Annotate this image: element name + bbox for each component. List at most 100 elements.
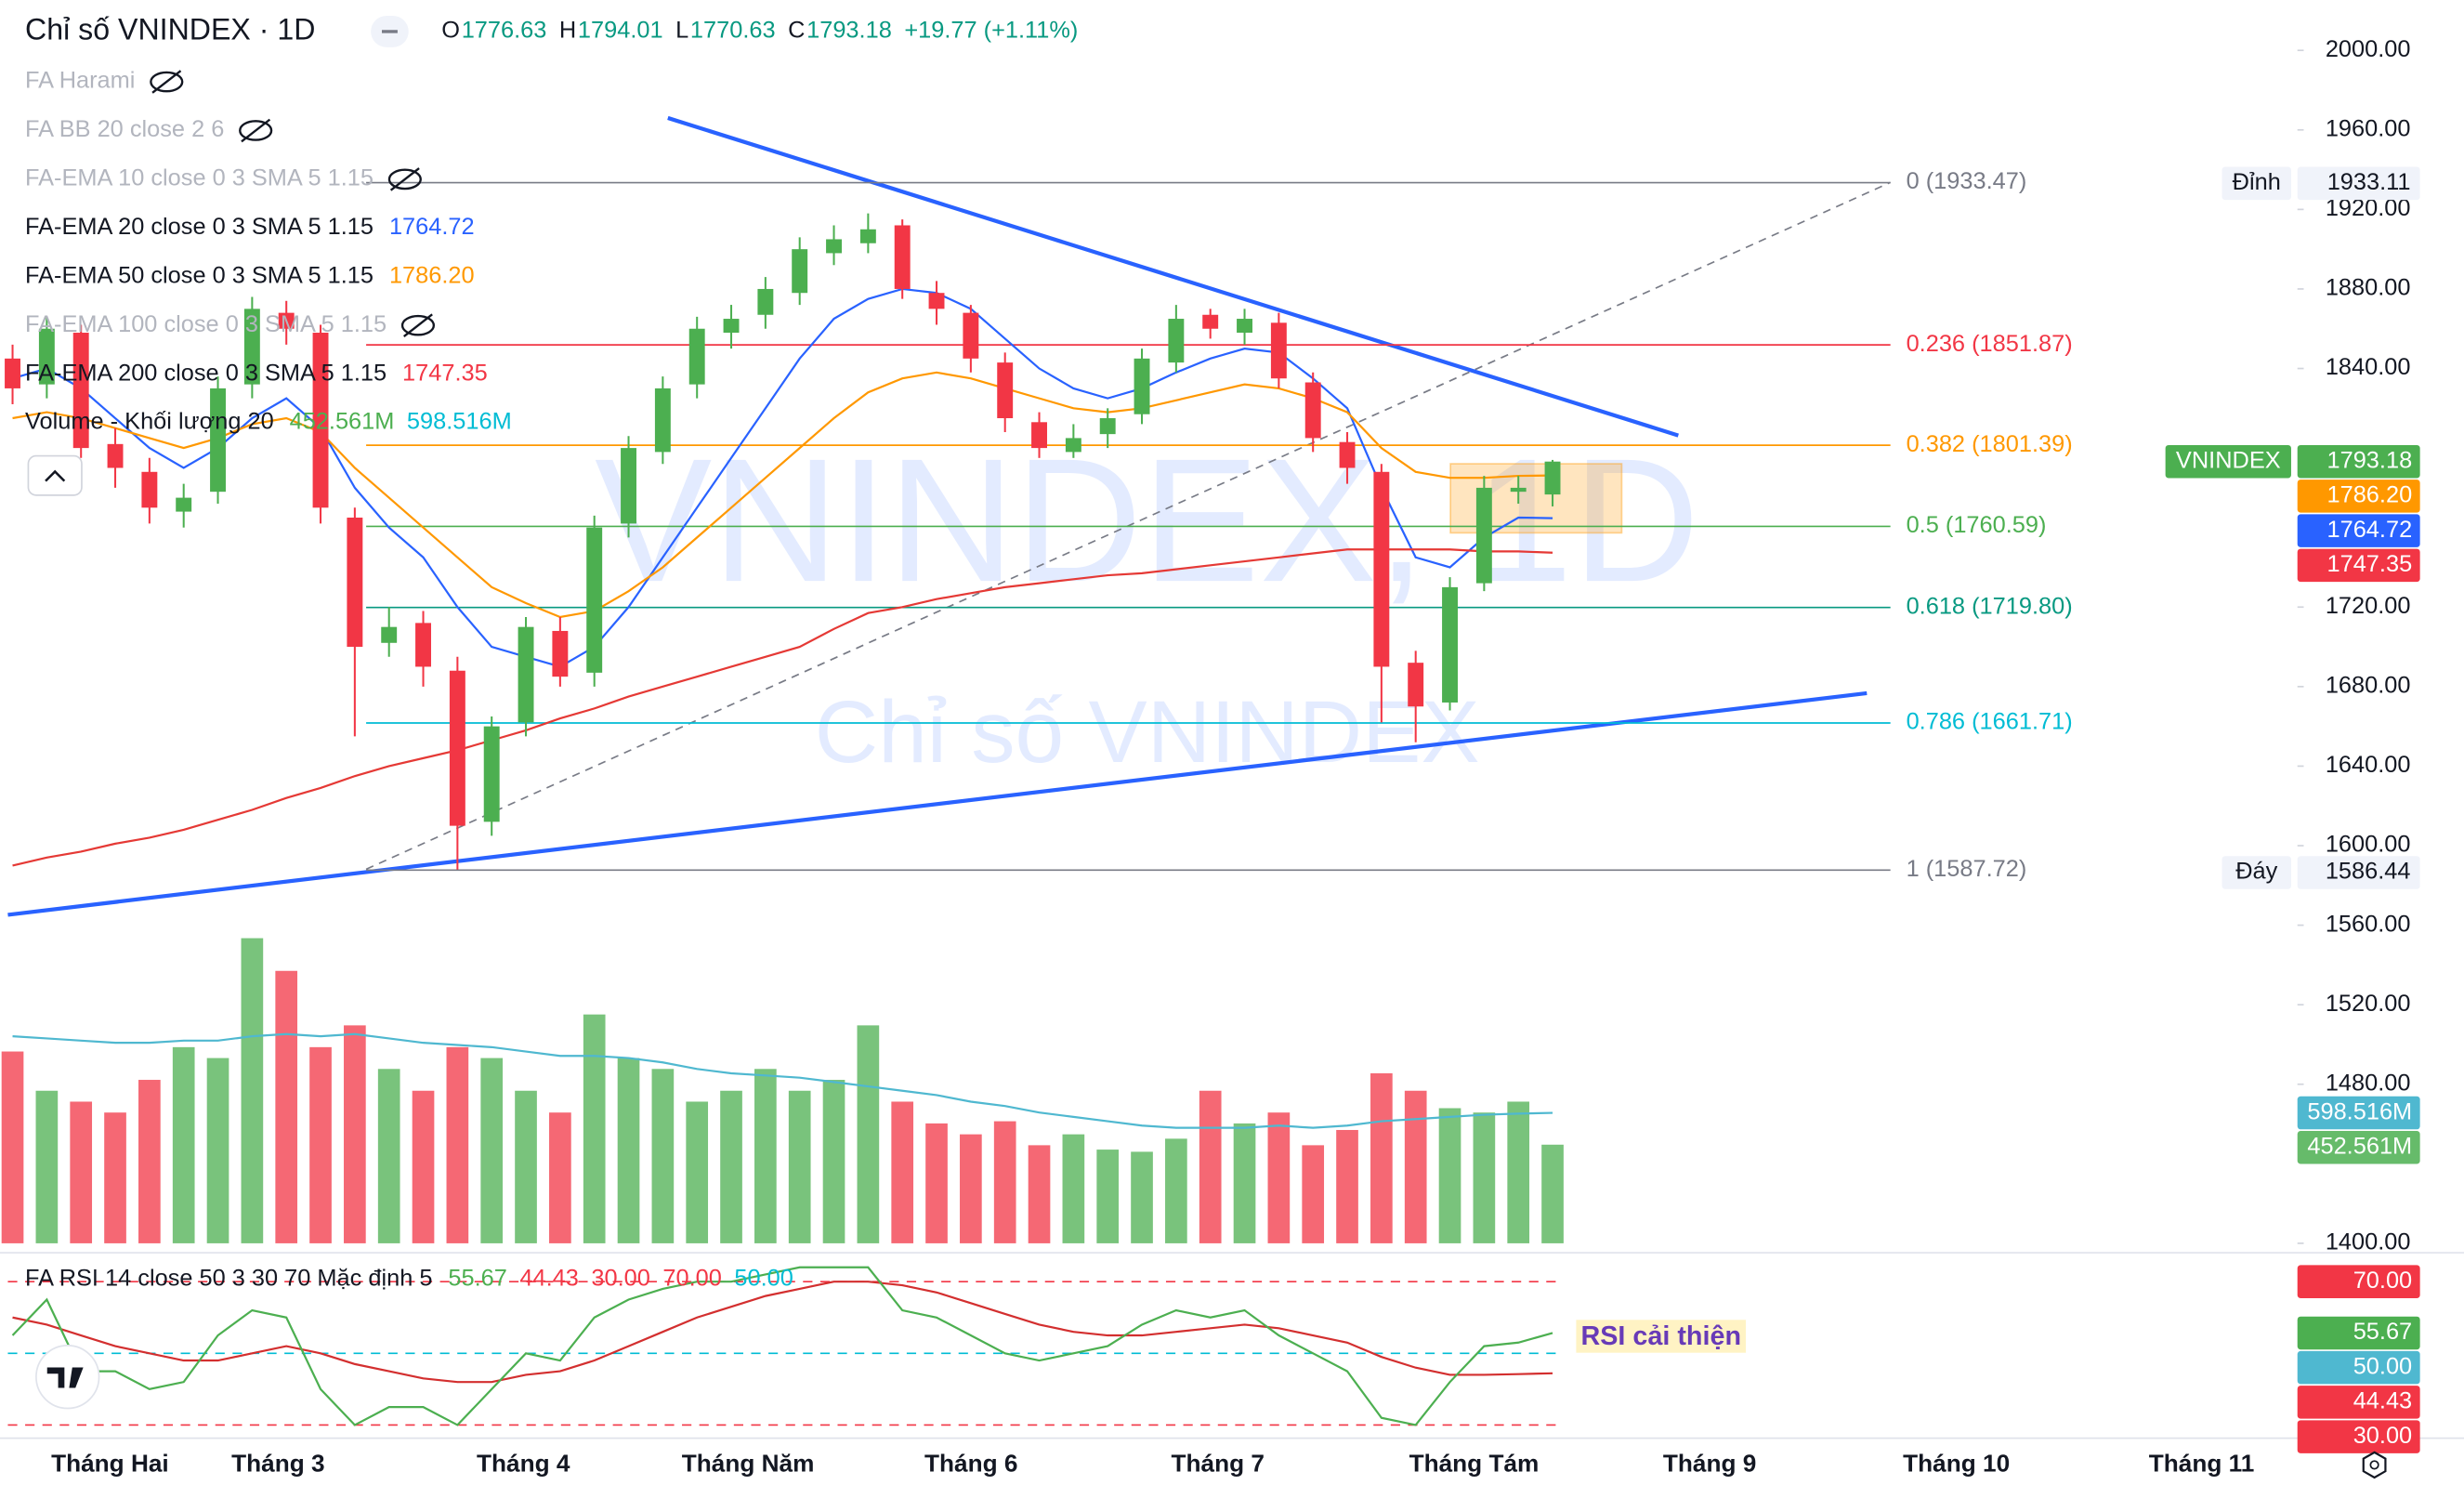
x-tick-label: Tháng 7 [1172,1449,1265,1477]
tv-logo-mark [46,1367,84,1388]
volume-bar [822,1080,845,1243]
candle-body [483,726,500,822]
settings-icon[interactable] [2362,1451,2387,1479]
eye-slash [403,313,433,337]
price-badge-label: 1786.20 [2327,482,2413,508]
volume-bar [104,1112,126,1243]
fib-label: 0.382 (1801.39) [1907,431,2073,457]
legend-name: FA-EMA 50 close 0 3 SMA 5 1.15 [25,262,374,288]
candle-body [1270,322,1287,379]
eye-icon [400,314,436,336]
trendline-lower [7,690,1868,917]
eye-icon [387,168,422,191]
price-badge-label: 452.561M [2307,1133,2412,1159]
candle-body [312,333,329,508]
ohlc-value: 1776.63 [462,18,547,44]
extreme-tag-bg [2222,166,2291,201]
ema-line [12,548,1553,867]
ohlc-key: L [675,18,688,44]
candle-body [1031,422,1047,449]
volume-bar [891,1101,914,1243]
price-badge [2297,548,2420,583]
legend-name: FA-EMA 20 close 0 3 SMA 5 1.15 [25,214,374,240]
candle-body [210,388,226,493]
candle-body [243,309,260,385]
candle-body [1339,441,1356,468]
badge-tag: VNINDEX [2176,447,2281,473]
ohlc-key: H [559,18,576,44]
eye-slash [241,118,271,143]
candle-body [1065,438,1081,453]
volume-bar [138,1080,161,1243]
x-tick-label: Tháng Tám [1409,1449,1540,1477]
x-tick-label: Tháng 4 [477,1449,570,1477]
legend-name: FA RSI 14 close 50 3 30 70 Mặc định 5 [25,1266,432,1292]
fib-label: 0.5 (1760.59) [1907,512,2047,538]
price-badge [2297,1096,2420,1130]
eye-icon [239,120,273,141]
candle-body [38,328,55,385]
trendline-upper [667,115,1679,438]
legend-value: 1764.72 [389,214,475,240]
volume-bar [1541,1144,1564,1243]
collapse-button[interactable] [27,454,83,496]
annotation-bg [1576,1320,1747,1353]
x-tick-label: Tháng Hai [51,1449,169,1477]
volume-bar [1199,1090,1222,1243]
candle-body [826,239,842,254]
volume-bar [1131,1151,1153,1243]
price-badge-label: 30.00 [2353,1423,2412,1449]
candle-body [757,288,774,315]
candle-body [381,626,398,643]
legend-name: FA-EMA 10 close 0 3 SMA 5 1.15 [25,165,374,191]
fib-label: 0.618 (1719.80) [1907,593,2073,619]
fib-label: 0.236 (1851.87) [1907,331,2073,357]
price-badge [2297,1386,2420,1419]
volume-bar [412,1090,435,1243]
y-tick-label: 2000.00 [2326,36,2411,62]
x-tick-label: Tháng 10 [1903,1449,2010,1477]
ema-line [12,371,1553,619]
candle-body [1099,418,1116,435]
candle-body [723,319,740,334]
volume-bar [1438,1108,1461,1243]
volume-bar [1267,1112,1291,1243]
extreme-label: 1933.11 [2327,169,2411,195]
candle-body [1544,461,1561,495]
fib-label: 0.786 (1661.71) [1907,709,2073,735]
volume-bar [70,1101,93,1243]
volume-bar [377,1069,400,1243]
candle-body [586,527,603,673]
price-badge-label: 1764.72 [2327,517,2413,543]
plot: 2000.001960.001920.001880.001840.001720.… [1,36,2420,1477]
y-tick-label: 1600.00 [2326,832,2411,858]
ohlc-key: C [788,18,805,44]
header-title: Chỉ số VNINDEX · 1D [25,12,315,46]
tv-logo[interactable] [35,1345,100,1410]
ema-line [12,287,1553,668]
candle-body [654,388,671,453]
candle-body [1510,487,1527,493]
price-badge [2297,1265,2420,1298]
y-tick-label: 1960.00 [2326,115,2411,141]
legend-value: 1786.20 [389,262,475,288]
extreme-tag: Đáy [2235,859,2277,885]
y-tick-label: 1520.00 [2326,991,2411,1017]
eye-slash [151,70,182,94]
candle-body [997,362,1014,419]
volume-bar [241,938,264,1243]
eye-slash [389,167,420,191]
candle-body [1408,663,1424,707]
candle-body [415,623,431,667]
legend-value: 1747.35 [402,360,488,386]
candle-body [1134,358,1150,414]
candle-body [449,670,465,826]
price-badge [2297,480,2420,513]
x-tick-label: Tháng 9 [1663,1449,1756,1477]
eye-icon [150,71,184,93]
volume-bar [1062,1134,1085,1243]
volume-bar [309,1046,332,1243]
legend-value: 55.67 [448,1266,506,1292]
